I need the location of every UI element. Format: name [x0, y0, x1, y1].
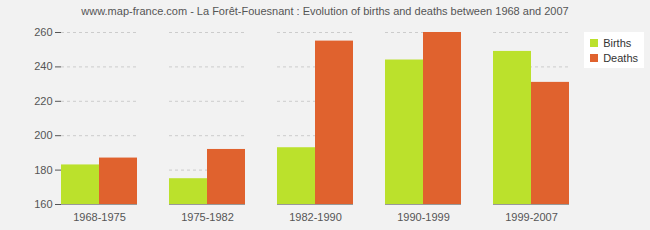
- svg-text:200: 200: [34, 129, 52, 141]
- svg-text:160: 160: [34, 198, 52, 210]
- svg-text:1990-1999: 1990-1999: [397, 211, 450, 223]
- html-text:Births: Births: [603, 36, 632, 49]
- html-text:Deaths: Deaths: [603, 51, 638, 64]
- svg-text:240: 240: [34, 60, 52, 72]
- svg-text:1982-1990: 1982-1990: [289, 211, 342, 223]
- svg-text:220: 220: [34, 95, 52, 107]
- svg-text:1975-1982: 1975-1982: [181, 211, 234, 223]
- svg-text:1968-1975: 1968-1975: [73, 211, 126, 223]
- svg-text:180: 180: [34, 164, 52, 176]
- svg-text:260: 260: [34, 26, 52, 38]
- svg-text:1999-2007: 1999-2007: [505, 211, 558, 223]
- html-text:www.map-france.com - La Forêt-: www.map-france.com - La Forêt-Fouesnant …: [81, 5, 569, 17]
